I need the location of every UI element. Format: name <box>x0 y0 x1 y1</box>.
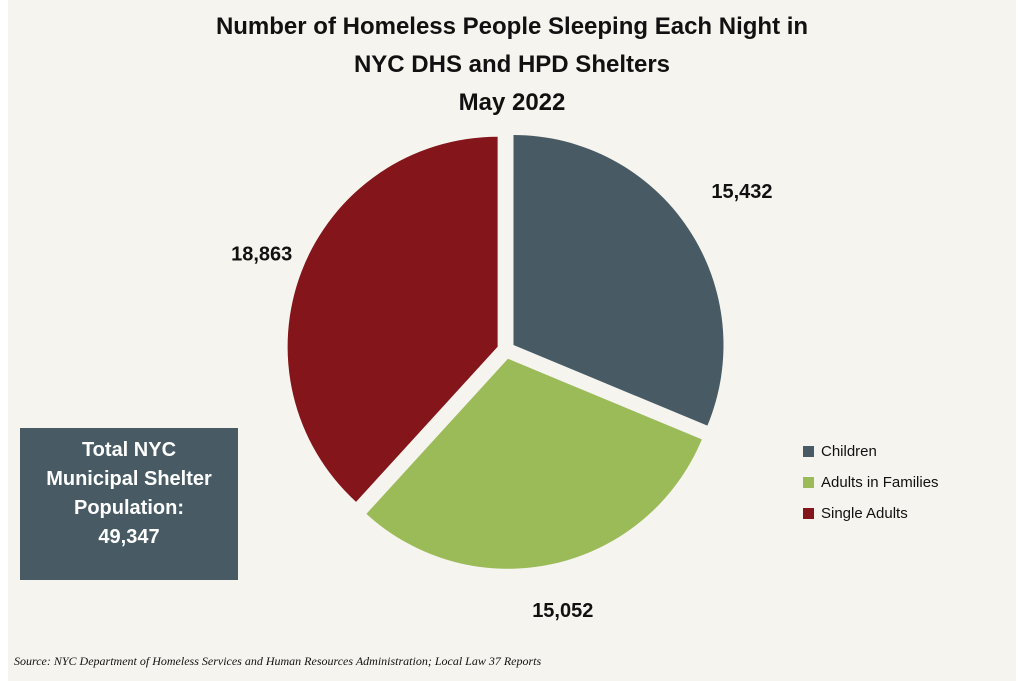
chart-title: Number of Homeless People Sleeping Each … <box>0 8 1024 122</box>
legend-label-single-adults: Single Adults <box>821 505 908 522</box>
legend-swatch-adults-in-families <box>803 477 814 488</box>
legend-item-single-adults: Single Adults <box>803 498 939 529</box>
legend-swatch-single-adults <box>803 508 814 519</box>
chart-title-line-1: Number of Homeless People Sleeping Each … <box>215 13 809 40</box>
legend-swatch-children <box>803 446 814 457</box>
data-label-children: 15,432 <box>711 181 772 203</box>
pie-slice-single-adults <box>287 136 498 502</box>
chart-title-line-2: NYC DHS and HPD Shelters <box>353 51 671 78</box>
data-label-single-adults: 18,863 <box>231 244 292 266</box>
legend-label-children: Children <box>821 443 877 460</box>
total-box-line-3: Population: <box>74 497 184 519</box>
legend-item-children: Children <box>803 436 939 467</box>
data-label-adults-in-families: 15,052 <box>532 600 593 622</box>
source-note: Source: NYC Department of Homeless Servi… <box>14 654 542 668</box>
chart-legend: Children Adults in Families Single Adult… <box>803 436 939 529</box>
total-box-value: 49,347 <box>98 526 160 548</box>
legend-label-adults-in-families: Adults in Families <box>821 474 939 491</box>
chart-title-line-3: May 2022 <box>458 89 566 116</box>
total-box-line-2: Municipal Shelter <box>46 468 212 490</box>
pie-slice-adults-in-families <box>366 358 702 569</box>
legend-item-adults-in-families: Adults in Families <box>803 467 939 498</box>
total-population-box: Total NYC Municipal Shelter Population: … <box>20 428 238 580</box>
total-box-line-1: Total NYC <box>81 439 177 461</box>
pie-slice-children <box>513 135 724 426</box>
